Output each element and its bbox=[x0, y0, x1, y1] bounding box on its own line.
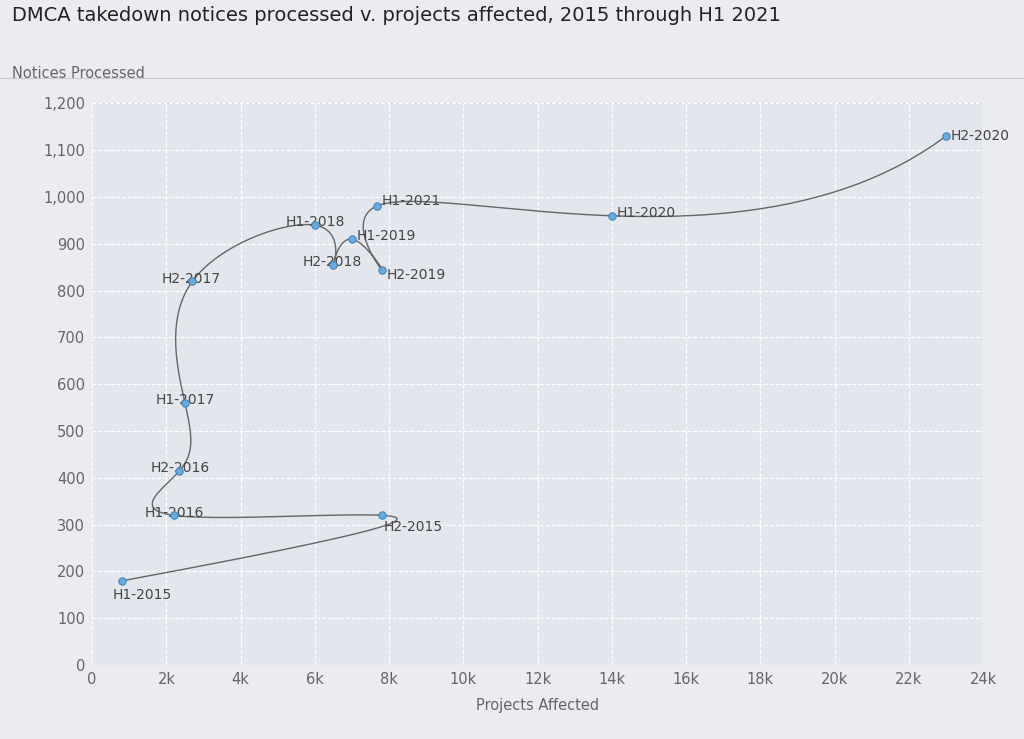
Point bbox=[374, 509, 390, 521]
Text: H1-2018: H1-2018 bbox=[286, 215, 345, 229]
Text: H1-2017: H1-2017 bbox=[156, 393, 215, 407]
Point bbox=[166, 509, 182, 521]
Point bbox=[171, 465, 187, 477]
Text: H2-2020: H2-2020 bbox=[950, 129, 1010, 143]
Text: H2-2017: H2-2017 bbox=[161, 271, 220, 285]
Text: H1-2015: H1-2015 bbox=[113, 588, 172, 602]
Point bbox=[603, 210, 620, 222]
Text: H1-2016: H1-2016 bbox=[144, 505, 204, 520]
Text: H1-2021: H1-2021 bbox=[382, 194, 440, 208]
Point bbox=[938, 130, 954, 142]
X-axis label: Projects Affected: Projects Affected bbox=[476, 698, 599, 713]
Point bbox=[184, 276, 201, 287]
Text: DMCA takedown notices processed v. projects affected, 2015 through H1 2021: DMCA takedown notices processed v. proje… bbox=[12, 6, 781, 25]
Text: H1-2019: H1-2019 bbox=[356, 229, 416, 243]
Text: H2-2016: H2-2016 bbox=[151, 461, 210, 475]
Text: H2-2015: H2-2015 bbox=[384, 520, 443, 534]
Text: H1-2020: H1-2020 bbox=[616, 206, 676, 220]
Text: H2-2019: H2-2019 bbox=[386, 268, 445, 282]
Point bbox=[307, 219, 324, 231]
Text: Notices Processed: Notices Processed bbox=[12, 66, 144, 81]
Point bbox=[344, 234, 360, 245]
Text: H2-2018: H2-2018 bbox=[302, 255, 361, 269]
Point bbox=[177, 397, 194, 409]
Point bbox=[326, 259, 342, 271]
Point bbox=[114, 575, 130, 587]
Point bbox=[374, 264, 390, 276]
Point bbox=[369, 200, 385, 212]
